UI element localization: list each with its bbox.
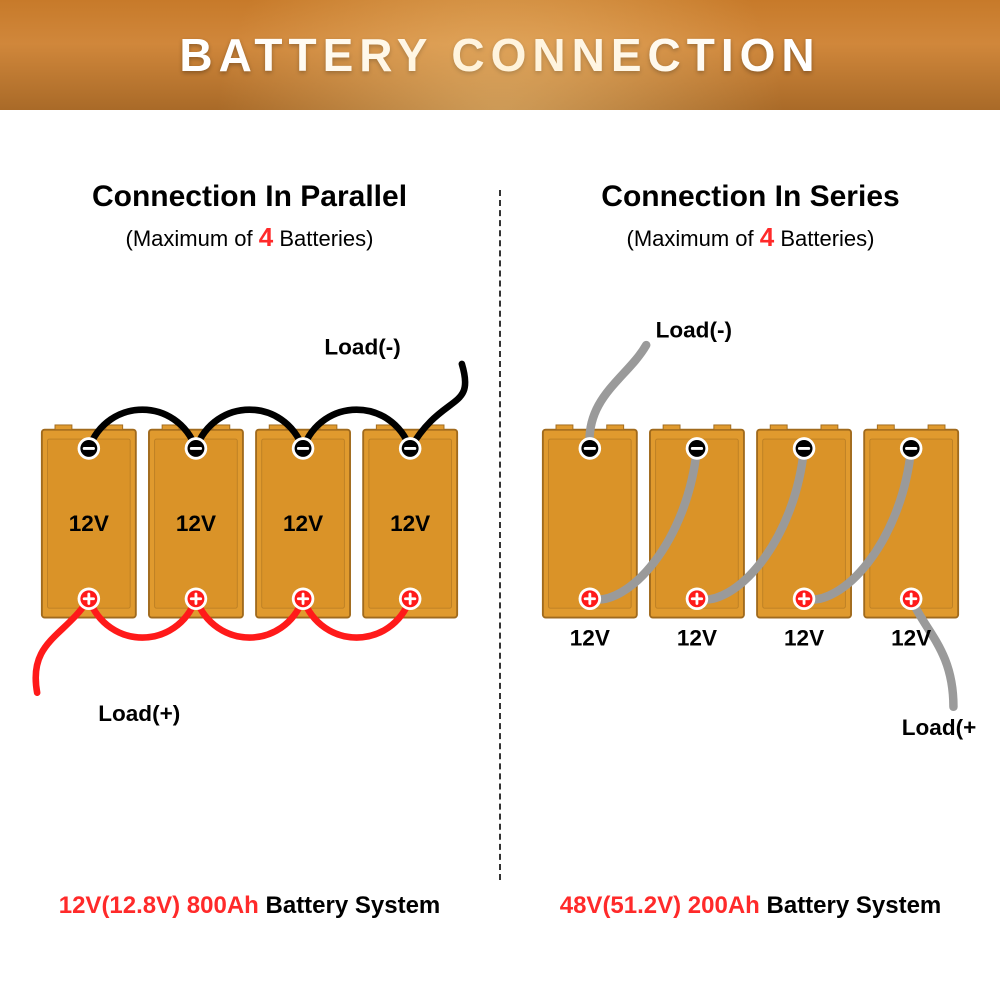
svg-text:12V: 12V	[390, 511, 430, 536]
series-maxline: (Maximum of 4 Batteries)	[525, 222, 976, 253]
page-title: BATTERY CONNECTION	[179, 28, 820, 82]
svg-text:12V: 12V	[283, 511, 323, 536]
parallel-maxline: (Maximum of 4 Batteries)	[24, 222, 475, 253]
svg-text:12V: 12V	[69, 511, 109, 536]
parallel-subtitle: Connection In Parallel	[24, 180, 475, 214]
svg-text:12V: 12V	[891, 626, 931, 651]
svg-text:Load(-): Load(-)	[324, 334, 400, 359]
parallel-panel: Connection In Parallel (Maximum of 4 Bat…	[0, 110, 499, 1000]
series-diagram: 12V 12V 12V 12V Load(-) Load(+)	[525, 253, 976, 813]
banner: BATTERY CONNECTION	[0, 0, 1000, 110]
svg-text:12V: 12V	[784, 626, 824, 651]
svg-text:Load(+): Load(+)	[98, 701, 180, 726]
parallel-footer: 12V(12.8V) 800Ah Battery System	[0, 892, 499, 920]
series-panel: Connection In Series (Maximum of 4 Batte…	[501, 110, 1000, 1000]
content: Connection In Parallel (Maximum of 4 Bat…	[0, 110, 1000, 1000]
series-subtitle: Connection In Series	[525, 180, 976, 214]
svg-text:12V: 12V	[570, 626, 610, 651]
svg-text:Load(+): Load(+)	[902, 715, 976, 740]
svg-text:12V: 12V	[176, 511, 216, 536]
svg-text:12V: 12V	[677, 626, 717, 651]
svg-text:Load(-): Load(-)	[656, 318, 732, 343]
series-footer: 48V(51.2V) 200Ah Battery System	[501, 892, 1000, 920]
parallel-diagram: 12V 12V 12V 12V Load(-) Load(+)	[24, 253, 475, 813]
